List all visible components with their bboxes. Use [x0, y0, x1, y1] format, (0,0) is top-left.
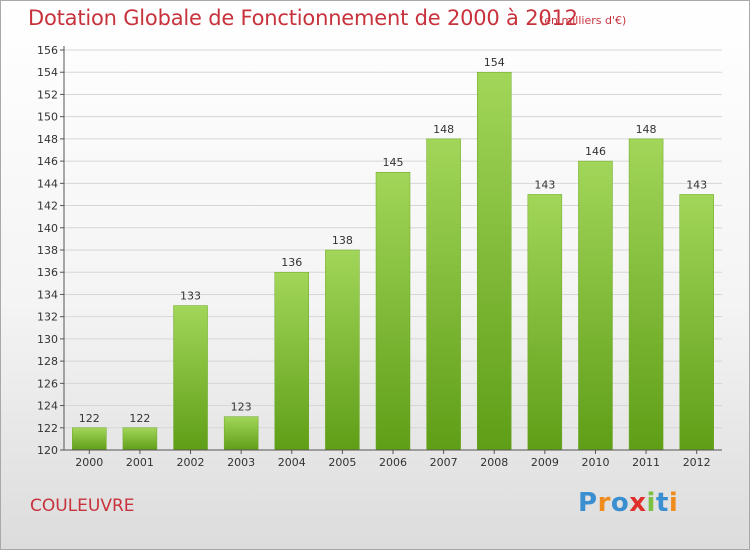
y-tick-label: 144: [37, 177, 58, 190]
bar-2002: [173, 305, 208, 451]
bar-2012: [679, 194, 714, 451]
bar-2001: [122, 427, 158, 451]
axes: [60, 46, 722, 454]
bar-value-label: 143: [534, 178, 555, 191]
bar-value-label: 122: [79, 412, 100, 425]
x-tick-label: 2005: [328, 456, 356, 469]
place-name: COULEUVRE: [30, 496, 135, 516]
x-tick-label: 2006: [379, 456, 407, 469]
y-tick-label: 134: [37, 288, 58, 301]
bar-2007: [426, 138, 461, 451]
y-tick-label: 124: [37, 400, 58, 413]
y-tick-label: 148: [37, 133, 58, 146]
x-tick-label: 2000: [75, 456, 103, 469]
bar-2008: [476, 71, 512, 451]
bar-2004: [274, 271, 310, 451]
x-tick-label: 2007: [430, 456, 458, 469]
y-tick-label: 140: [37, 222, 58, 235]
y-tick-label: 122: [37, 422, 58, 435]
y-tick-label: 142: [37, 200, 58, 213]
y-tick-label: 130: [37, 333, 58, 346]
chart-title: Dotation Globale de Fonctionnement de 20…: [28, 6, 578, 30]
bar-value-label: 136: [281, 256, 302, 269]
x-tick-label: 2004: [278, 456, 306, 469]
x-tick-label: 2010: [581, 456, 609, 469]
y-tick-label: 120: [37, 444, 58, 457]
bar-value-label: 138: [332, 234, 353, 247]
y-tick-label: 156: [37, 44, 58, 57]
bars: [72, 71, 714, 451]
bar-value-label: 146: [585, 145, 606, 158]
bar-2005: [325, 249, 360, 451]
y-tick-label: 146: [37, 155, 58, 168]
y-tick-label: 126: [37, 377, 58, 390]
labels: 120 122 124 126 128 130 132 134 136 138 140 142 144 1…: [37, 44, 711, 469]
logo-letter: i: [646, 488, 656, 518]
logo-letter: i: [668, 488, 679, 518]
y-tick-label: 154: [37, 66, 58, 79]
bar-value-label: 143: [686, 178, 707, 191]
y-tick-label: 138: [37, 244, 58, 257]
y-tick-label: 150: [37, 111, 58, 124]
y-tick-label: 136: [37, 266, 58, 279]
bar-2003: [223, 416, 259, 451]
bar-value-label: 145: [383, 156, 404, 169]
bar-value-label: 133: [180, 290, 201, 303]
logo-letter: o: [610, 488, 630, 518]
x-tick-label: 2008: [480, 456, 508, 469]
y-tick-label: 132: [37, 311, 58, 324]
x-tick-label: 2001: [126, 456, 154, 469]
x-tick-label: 2003: [227, 456, 255, 469]
bar-value-label: 154: [484, 56, 505, 69]
y-tick-label: 152: [37, 88, 58, 101]
bar-2011: [628, 138, 664, 451]
bar-value-label: 123: [231, 401, 252, 414]
logo-letter: P: [578, 488, 598, 518]
x-tick-label: 2011: [632, 456, 660, 469]
x-tick-label: 2002: [177, 456, 205, 469]
bar-value-label: 122: [129, 412, 150, 425]
chart-subtitle: (en milliers d'€): [540, 14, 627, 27]
proxiti-logo: Proxiti: [578, 488, 678, 518]
logo-letter: t: [655, 488, 669, 518]
bar-value-label: 148: [433, 123, 454, 136]
bar-2009: [527, 194, 563, 451]
x-tick-label: 2012: [683, 456, 711, 469]
y-tick-label: 128: [37, 355, 58, 368]
x-tick-label: 2009: [531, 456, 559, 469]
bar-value-label: 148: [636, 123, 657, 136]
bar-2000: [72, 427, 107, 451]
logo-letter: r: [597, 488, 611, 518]
logo-letter: x: [629, 488, 647, 518]
bar-2010: [578, 160, 613, 451]
bar-2006: [375, 171, 411, 451]
